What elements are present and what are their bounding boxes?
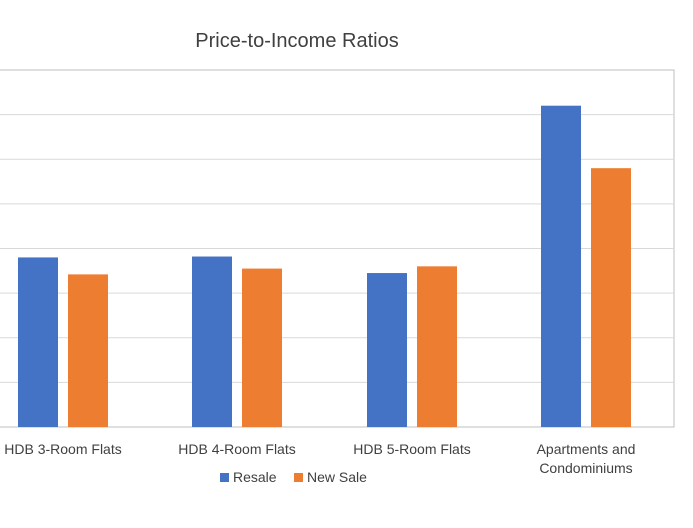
bar-new-sale — [591, 168, 631, 428]
category-label: HDB 4-Room Flats — [178, 441, 295, 457]
bar-resale — [192, 256, 232, 427]
bar-new-sale — [417, 266, 457, 427]
category-labels: HDB 3-Room Flats HDB 4-Room Flats HDB 5-Ro… — [4, 441, 635, 476]
bars — [18, 105, 631, 428]
chart-title: Price-to-Income Ratios — [195, 30, 398, 52]
legend-swatch — [220, 473, 229, 482]
bar-new-sale — [68, 274, 108, 427]
bar-resale — [541, 105, 581, 427]
legend-label: Resale — [233, 469, 277, 485]
bar-new-sale — [242, 268, 282, 427]
legend-swatch — [294, 473, 303, 482]
category-label: HDB 3-Room Flats — [4, 441, 121, 457]
bar-resale — [367, 273, 407, 427]
category-label: Apartments and — [537, 441, 636, 457]
category-label: HDB 5-Room Flats — [353, 441, 470, 457]
gridlines — [0, 114, 674, 428]
category-label: Condominiums — [539, 460, 632, 476]
legend: Resale New Sale — [220, 469, 367, 485]
bar-resale — [18, 257, 58, 427]
legend-label: New Sale — [307, 469, 367, 485]
